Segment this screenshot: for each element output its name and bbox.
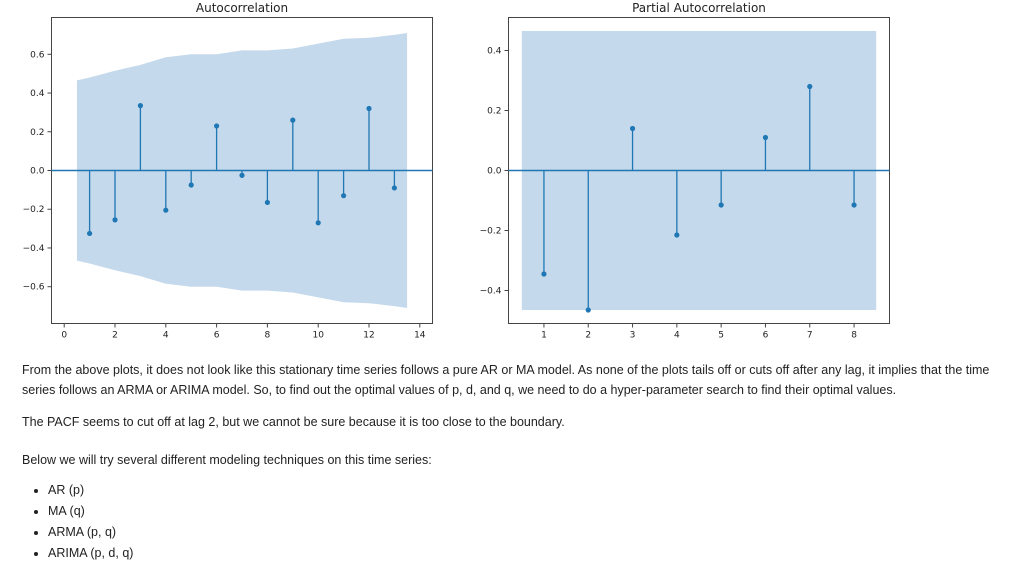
pacf-marker-lag-1 [541,271,547,277]
acf-y-tick-label-0: −0.6 [23,283,45,293]
acf-marker-lag-5 [188,182,194,188]
acf-marker-lag-11 [341,193,347,199]
acf-marker-lag-12 [366,105,372,112]
acf-y-tick-label-3: 0.0 [30,167,45,177]
acf-x-tick-label-2: 2 [112,331,118,341]
acf-y-tick-label-2: −0.2 [23,205,45,215]
pacf-x-tick-label-3: 3 [630,331,636,341]
pacf-x-tick-label-2: 2 [585,331,591,341]
acf-y-tick-label-5: 0.4 [30,89,45,99]
explanation-text: From the above plots, it does not look l… [22,360,1022,564]
acf-x-tick-label-14: 14 [414,331,426,341]
acf-marker-lag-10 [315,220,321,226]
acf-marker-lag-8 [264,199,270,206]
pacf-y-tick-label-4: 0.4 [487,47,502,57]
paragraph-model-analysis: From the above plots, it does not look l… [22,363,990,397]
pacf-marker-lag-7 [807,83,813,90]
acf-y-tick-label-6: 0.6 [30,50,45,60]
charts-figure: 0 2 4 6 8 10 12 14−0.6−0.4−0.20.00.20.40.6 Auto… [23,1,890,341]
acf-x-tick-label-4: 4 [163,331,169,341]
pacf-x-tick-label-1: 1 [541,331,547,341]
acf-x-tick-label-0: 0 [61,331,67,341]
acf-marker-lag-13 [391,185,397,191]
list-item: MA (q) [48,501,1022,522]
techniques-list: AR (p) MA (q) ARMA (p, q) ARIMA (p, d, q… [22,480,1022,564]
pacf-chart: 1 2 3 4 5 6 7 8 −0.4 −0.2 0.0 0.2 0.4 Partial Autoco… [480,1,890,341]
acf-title: Autocorrelation [196,1,288,15]
acf-chart: 0 2 4 6 8 10 12 14 −0.6 −0.4 −0.2 0.0 0.2 0.4 0.6 Auto… [23,1,433,341]
pacf-plot-area: 1 2 3 4 5 6 7 8 −0.4 −0.2 0.0 0.2 0.4 [480,31,890,341]
acf-marker-lag-7 [239,172,245,178]
pacf-x-tick-label-4: 4 [674,331,680,341]
pacf-title: Partial Autocorrelation [632,1,766,15]
acf-marker-lag-2 [112,217,118,223]
pacf-marker-lag-6 [762,134,769,141]
pacf-x-tick-label-8: 8 [851,331,857,341]
paragraph-techniques-intro: Below we will try several different mode… [22,453,432,467]
list-item: AR (p) [48,480,1022,501]
acf-x-tick-label-8: 8 [265,331,271,341]
pacf-y-tick-label-0: −0.4 [480,287,502,297]
list-item: ARIMA (p, d, q) [48,543,1022,564]
list-item: ARMA (p, q) [48,522,1022,543]
pacf-marker-lag-8 [851,202,857,208]
acf-marker-lag-4 [163,207,169,213]
pacf-x-tick-label-5: 5 [718,331,724,341]
acf-marker-lag-6 [214,123,220,129]
pacf-y-tick-label-2: 0.0 [487,167,502,177]
acf-y-tick-label-1: −0.4 [23,244,45,254]
pacf-marker-lag-5 [718,202,724,208]
acf-x-tick-label-6: 6 [214,331,220,341]
acf-marker-lag-1 [87,230,93,237]
acf-marker-lag-9 [290,117,296,123]
acf-y-tick-label-4: 0.2 [30,128,44,138]
acf-marker-lag-3 [137,103,143,109]
pacf-marker-lag-3 [629,125,636,132]
paragraph-pacf-note: The PACF seems to cut off at lag 2, but … [22,415,565,429]
acf-x-tick-label-10: 10 [312,331,324,341]
pacf-marker-lag-2 [585,307,591,313]
pacf-y-tick-label-1: −0.2 [480,227,502,237]
pacf-x-tick-label-7: 7 [807,331,813,341]
pacf-x-tick-label-6: 6 [763,331,769,341]
acf-plot-area: 0 2 4 6 8 10 12 14 −0.6 −0.4 −0.2 0.0 0.2 0.4 0.6 [23,33,433,341]
acf-x-tick-label-12: 12 [363,331,374,341]
pacf-y-tick-label-3: 0.2 [487,107,501,117]
pacf-marker-lag-4 [674,232,680,238]
